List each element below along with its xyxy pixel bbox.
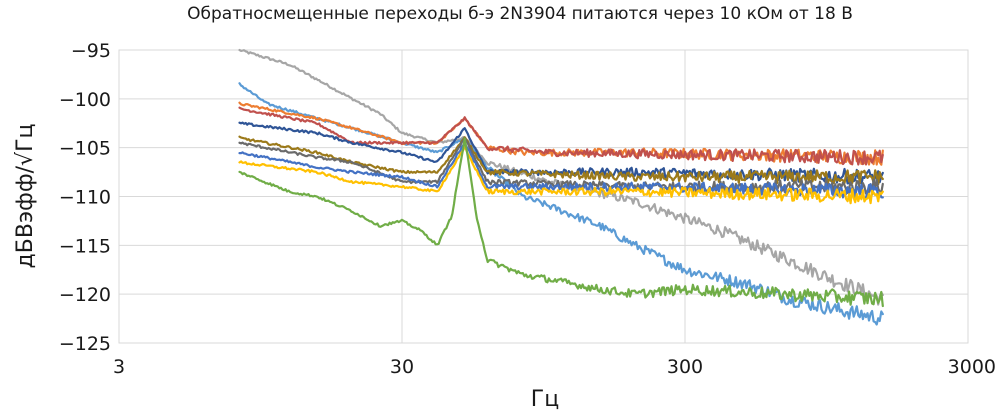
y-tick-label: −110 (59, 187, 111, 209)
y-axis-label: дБВэфф/√Гц (13, 124, 38, 269)
y-tick-label: −125 (59, 333, 111, 355)
y-tick-label: −115 (59, 235, 111, 257)
series-line-olive (238, 135, 884, 186)
y-tick-label: −105 (59, 138, 111, 160)
series-line-navy (238, 121, 884, 186)
x-tick-label: 3000 (948, 356, 996, 378)
y-tick-label: −120 (59, 284, 111, 306)
series-line-yellow (238, 145, 884, 205)
x-axis-ticks: 3 30 300 3000 (113, 356, 996, 378)
x-tick-label: 300 (667, 356, 703, 378)
x-axis-label: Гц (531, 387, 559, 412)
series-line-blue-2 (238, 140, 884, 200)
series-line-green (238, 137, 884, 308)
y-tick-label: −95 (71, 40, 111, 62)
chart-title: Обратносмещенные переходы б-э 2N3904 пит… (187, 4, 853, 24)
series-group (238, 48, 884, 326)
series-line-gray (238, 48, 884, 306)
x-tick-label: 3 (113, 356, 125, 378)
y-axis-ticks: −125 −120 −115 −110 −105 −100 −95 (59, 40, 111, 355)
y-tick-label: −100 (59, 89, 111, 111)
x-tick-label: 30 (390, 356, 414, 378)
plot-frame (118, 49, 969, 344)
series-line-dark-gray (238, 137, 884, 195)
